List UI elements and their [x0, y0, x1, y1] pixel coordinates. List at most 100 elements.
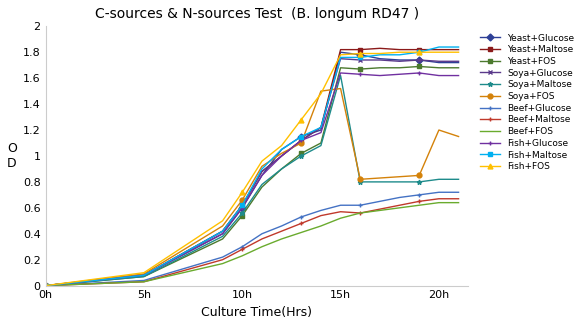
- Yeast+Maltose: [396, 48, 403, 52]
- Soya+Maltose: [317, 144, 324, 148]
- Yeast+Glucose: [455, 61, 462, 65]
- Line: Soya+Maltose: Soya+Maltose: [43, 73, 461, 288]
- Legend: Yeast+Glucose, Yeast+Maltose, Yeast+FOS, Soya+Glucose, Soya+Maltose, Soya+FOS, B: Yeast+Glucose, Yeast+Maltose, Yeast+FOS,…: [477, 31, 577, 174]
- Soya+Glucose: [219, 229, 226, 233]
- Soya+Maltose: [258, 183, 265, 186]
- Yeast+Maltose: [298, 139, 305, 142]
- Yeast+Maltose: [416, 48, 423, 52]
- Yeast+Glucose: [278, 148, 285, 152]
- Fish+FOS: [436, 50, 443, 54]
- Soya+Maltose: [455, 177, 462, 181]
- Beef+Glucose: [455, 190, 462, 194]
- Fish+FOS: [219, 219, 226, 223]
- Soya+Glucose: [278, 154, 285, 158]
- Yeast+FOS: [357, 67, 364, 71]
- Yeast+Glucose: [377, 57, 384, 61]
- Yeast+Maltose: [278, 154, 285, 158]
- Yeast+Glucose: [239, 206, 246, 210]
- Fish+FOS: [42, 284, 49, 288]
- Soya+Glucose: [42, 284, 49, 288]
- Beef+FOS: [258, 245, 265, 249]
- Beef+Glucose: [42, 284, 49, 288]
- Beef+Maltose: [357, 211, 364, 215]
- Soya+Glucose: [317, 126, 324, 129]
- Yeast+Glucose: [396, 58, 403, 62]
- Soya+Maltose: [416, 180, 423, 184]
- Yeast+FOS: [436, 66, 443, 70]
- Line: Fish+FOS: Fish+FOS: [43, 50, 461, 288]
- Fish+Glucose: [317, 131, 324, 135]
- Beef+Maltose: [436, 197, 443, 201]
- Beef+Glucose: [140, 278, 147, 282]
- Fish+Glucose: [337, 71, 344, 75]
- Fish+FOS: [298, 118, 305, 122]
- Soya+Maltose: [42, 284, 49, 288]
- Beef+Maltose: [416, 200, 423, 203]
- Yeast+Maltose: [436, 48, 443, 52]
- Beef+FOS: [416, 203, 423, 207]
- Yeast+FOS: [455, 66, 462, 70]
- Yeast+Glucose: [357, 53, 364, 57]
- Yeast+Maltose: [219, 229, 226, 233]
- Fish+Maltose: [258, 167, 265, 171]
- Yeast+FOS: [42, 284, 49, 288]
- Soya+FOS: [258, 164, 265, 168]
- Beef+FOS: [298, 230, 305, 234]
- Fish+Maltose: [416, 50, 423, 54]
- Soya+Glucose: [436, 59, 443, 63]
- Beef+Glucose: [278, 224, 285, 228]
- Fish+Glucose: [416, 71, 423, 75]
- Soya+FOS: [455, 135, 462, 139]
- Soya+Maltose: [278, 167, 285, 171]
- Fish+Glucose: [436, 74, 443, 78]
- Soya+Maltose: [396, 180, 403, 184]
- Soya+Glucose: [298, 139, 305, 142]
- Beef+FOS: [219, 262, 226, 266]
- Fish+FOS: [377, 52, 384, 55]
- Fish+Glucose: [357, 72, 364, 76]
- Yeast+Glucose: [416, 58, 423, 62]
- Soya+Maltose: [357, 180, 364, 184]
- Fish+FOS: [416, 50, 423, 54]
- Soya+Maltose: [219, 234, 226, 238]
- Beef+Maltose: [317, 214, 324, 217]
- Soya+FOS: [396, 175, 403, 179]
- Line: Beef+FOS: Beef+FOS: [46, 203, 458, 286]
- Soya+Glucose: [239, 203, 246, 207]
- Yeast+Maltose: [357, 48, 364, 52]
- Fish+FOS: [258, 159, 265, 163]
- Yeast+FOS: [298, 151, 305, 155]
- Beef+FOS: [396, 206, 403, 210]
- Soya+FOS: [278, 151, 285, 155]
- Yeast+Maltose: [258, 170, 265, 173]
- Yeast+FOS: [416, 65, 423, 68]
- Beef+FOS: [42, 284, 49, 288]
- Yeast+Glucose: [140, 273, 147, 277]
- Soya+FOS: [239, 198, 246, 202]
- Beef+Glucose: [219, 255, 226, 259]
- X-axis label: Culture Time(Hrs): Culture Time(Hrs): [201, 306, 312, 319]
- Soya+FOS: [298, 141, 305, 145]
- Yeast+Glucose: [219, 232, 226, 236]
- Beef+Maltose: [42, 284, 49, 288]
- Soya+Maltose: [337, 74, 344, 78]
- Soya+Maltose: [239, 211, 246, 215]
- Yeast+FOS: [377, 66, 384, 70]
- Yeast+Glucose: [317, 128, 324, 132]
- Yeast+Maltose: [239, 203, 246, 207]
- Beef+Glucose: [377, 200, 384, 203]
- Beef+FOS: [140, 280, 147, 284]
- Fish+Glucose: [377, 74, 384, 78]
- Line: Yeast+Maltose: Yeast+Maltose: [43, 46, 461, 288]
- Yeast+Glucose: [258, 173, 265, 177]
- Beef+Maltose: [298, 221, 305, 225]
- Yeast+FOS: [396, 66, 403, 70]
- Y-axis label: O
D: O D: [7, 142, 17, 170]
- Fish+Glucose: [298, 139, 305, 142]
- Fish+Maltose: [317, 126, 324, 129]
- Beef+Maltose: [377, 207, 384, 211]
- Yeast+Maltose: [337, 48, 344, 52]
- Fish+Maltose: [377, 53, 384, 57]
- Yeast+FOS: [219, 237, 226, 241]
- Yeast+FOS: [140, 274, 147, 278]
